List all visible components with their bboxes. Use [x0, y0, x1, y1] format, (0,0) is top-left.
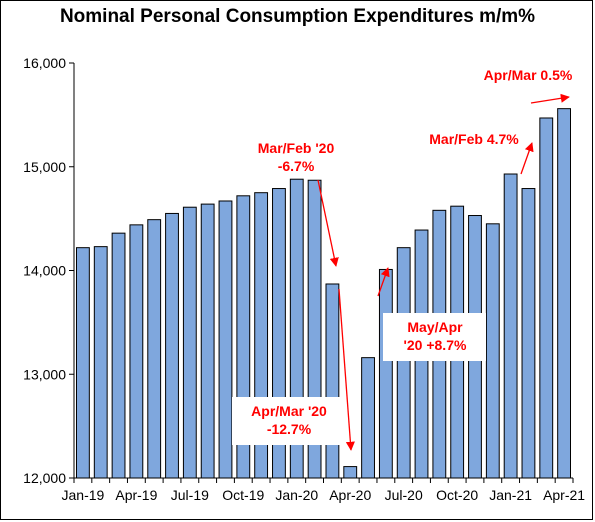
bar-Apr-20: [343, 466, 358, 479]
bar-Apr-19: [129, 224, 144, 479]
y-tick-label: 12,000: [23, 470, 66, 486]
bar-Mar-20: [325, 283, 340, 479]
bar-Feb-21: [521, 188, 536, 479]
annotation-text: -12.7%: [267, 421, 312, 437]
annotation-arrow: [317, 179, 339, 267]
bar-Mar-19: [111, 232, 126, 479]
y-tick-label: 13,000: [23, 366, 66, 382]
x-tick-label: Jul-19: [171, 487, 209, 503]
annotation-text: Mar/Feb 4.7%: [429, 131, 519, 147]
chart-title: Nominal Personal Consumption Expenditure…: [59, 6, 536, 27]
bar-Jul-20: [396, 247, 411, 479]
bar-May-20: [361, 357, 375, 479]
x-tick-label: Jan-20: [275, 487, 318, 503]
bar-Apr-21: [557, 108, 571, 479]
bar-Aug-19: [200, 203, 215, 479]
annotation-5: Apr/Mar 0.5%: [484, 67, 573, 104]
annotation-text: May/Apr: [407, 319, 463, 335]
bar-Sep-19: [218, 200, 233, 479]
bar-Jul-19: [182, 206, 197, 479]
annotation-text: -6.7%: [278, 158, 315, 174]
x-tick-label: Jul-20: [385, 487, 423, 503]
annotation-text: Apr/Mar '20: [251, 403, 327, 419]
bar-Mar-21: [539, 117, 554, 479]
annotation-arrow: [530, 93, 570, 104]
bars: [76, 108, 571, 479]
annotation-text: Mar/Feb '20: [258, 140, 335, 156]
x-tick-label: Jan-19: [62, 487, 105, 503]
x-tick-label: Jan-21: [489, 487, 532, 503]
annotation-3: May/Apr '20 +8.7%: [377, 267, 486, 361]
annotation-arrow: [338, 288, 355, 451]
bar-Jan-21: [503, 173, 518, 479]
x-tick-label: Oct-19: [222, 487, 264, 503]
annotation-box: [232, 397, 346, 445]
y-tick-label: 15,000: [23, 159, 66, 175]
annotation-1: Mar/Feb '20 -6.7%: [258, 140, 339, 267]
bar-Jun-20: [378, 268, 393, 479]
annotation-2: Apr/Mar '20 -12.7%: [232, 288, 355, 451]
annotation-box: [383, 313, 486, 361]
x-tick-label: Apr-19: [115, 487, 157, 503]
x-tick-label: Apr-21: [543, 487, 585, 503]
bar-Dec-20: [485, 223, 500, 479]
bar-Feb-19: [93, 246, 108, 479]
y-tick-label: 14,000: [23, 263, 66, 279]
bar-Jun-19: [165, 212, 179, 479]
bar-Jan-19: [76, 247, 90, 479]
bar-May-19: [147, 219, 162, 479]
x-tick-label: Oct-20: [436, 487, 478, 503]
annotation-arrow: [377, 267, 390, 297]
y-tick-label: 16,000: [23, 55, 66, 71]
annotation-arrow: [520, 142, 534, 175]
annotation-text: '20 +8.7%: [404, 337, 467, 353]
x-tick-label: Apr-20: [329, 487, 371, 503]
annotation-text: Apr/Mar 0.5%: [484, 67, 573, 83]
annotation-4: Mar/Feb 4.7%: [429, 131, 534, 175]
